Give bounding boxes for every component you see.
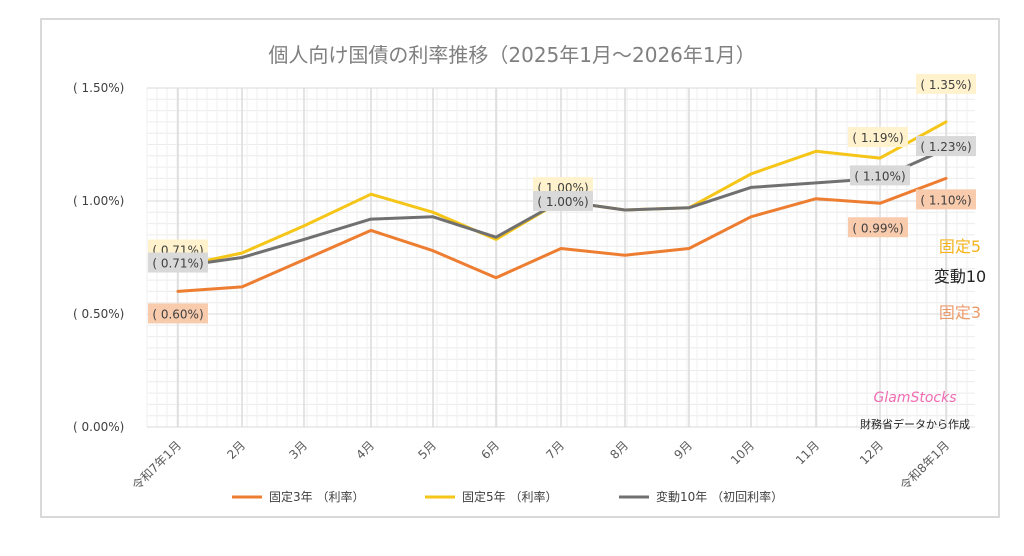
data-label-box — [916, 189, 976, 210]
series-line-0 — [176, 176, 948, 293]
data-label: ( 1.19%) — [852, 131, 903, 145]
data-label: ( 0.60%) — [152, 307, 203, 321]
data-label-box — [848, 217, 908, 238]
x-tick-label: 11月 — [793, 438, 822, 467]
brand-label: GlamStocks — [874, 390, 957, 406]
x-tick-label: 3月 — [286, 438, 310, 462]
data-label: ( 1.00%) — [537, 195, 588, 209]
x-tick-label: 2月 — [224, 438, 248, 462]
x-tick-label: 6月 — [478, 438, 502, 462]
side-label: 固定3 — [939, 303, 981, 322]
x-tick-label: 9月 — [671, 438, 695, 462]
credit-label: 財務省データから作成 — [860, 417, 970, 431]
data-label-box — [916, 136, 976, 157]
side-label: 変動10 — [934, 267, 986, 286]
legend-label: 固定3年 （利率） — [269, 489, 364, 504]
data-label-box — [533, 191, 593, 211]
data-label-box — [848, 127, 908, 148]
data-label: ( 1.35%) — [920, 78, 971, 92]
data-label-box — [916, 73, 976, 94]
data-label: ( 0.99%) — [852, 221, 903, 235]
data-label-box — [148, 252, 208, 273]
data-label-box — [850, 165, 910, 186]
data-label-box — [148, 303, 208, 324]
y-tick-label: ( 1.00%) — [73, 194, 124, 208]
y-tick-label: ( 1.50%) — [73, 81, 124, 95]
x-tick-label: 4月 — [353, 438, 377, 462]
side-label: 固定5 — [939, 237, 981, 256]
x-tick-label: 8月 — [607, 438, 631, 462]
legend-label: 変動10年 （初回利率） — [656, 489, 783, 504]
y-tick-label: ( 0.00%) — [73, 420, 124, 434]
x-tick-label: 令和7年1月 — [129, 438, 184, 493]
data-label: ( 1.23%) — [920, 140, 971, 154]
data-label: ( 1.10%) — [854, 169, 905, 183]
x-tick-label: 12月 — [857, 438, 886, 467]
data-label: ( 0.71%) — [152, 257, 203, 271]
y-tick-label: ( 0.50%) — [73, 307, 124, 321]
x-tick-label: 10月 — [728, 438, 757, 467]
chart-title: 個人向け国債の利率推移（2025年1月～2026年1月） — [268, 43, 755, 67]
x-tick-label: 7月 — [543, 438, 567, 462]
legend-label: 固定5年 （利率） — [462, 489, 557, 504]
x-tick-label: 令和8年1月 — [897, 438, 952, 493]
data-label: ( 1.10%) — [920, 193, 971, 207]
x-tick-label: 5月 — [415, 438, 439, 462]
